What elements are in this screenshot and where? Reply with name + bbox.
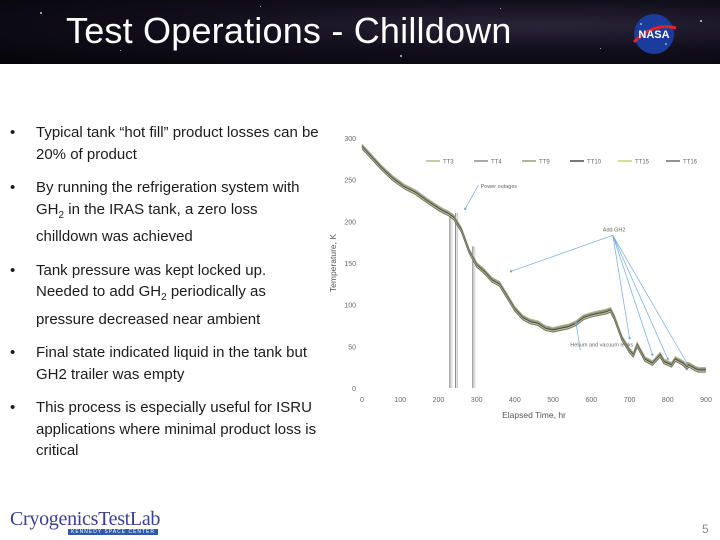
- cryogenics-test-lab-logo: CryogenicsTestLab KENNEDY SPACE CENTER: [10, 508, 180, 538]
- star: [260, 6, 261, 7]
- annotation-arrow: [612, 235, 630, 339]
- y-tick-label: 150: [344, 261, 356, 268]
- x-tick-label: 500: [547, 397, 559, 404]
- series-line-tt3: [361, 143, 706, 368]
- y-tick-label: 0: [352, 386, 356, 393]
- bullet-text: By running the refrigeration system with…: [36, 179, 300, 218]
- annotation-label: Power outages: [480, 184, 517, 190]
- legend-entry: TT9: [539, 160, 550, 166]
- y-axis-label: Temperature, K: [328, 234, 338, 292]
- bullet-text: Final state indicated liquid in the tank…: [36, 344, 308, 383]
- subscript: 2: [58, 209, 65, 221]
- logo-text: CryogenicsTestLab: [10, 508, 161, 530]
- annotation-arrow: [612, 235, 669, 359]
- annotation-arrow: [464, 184, 479, 210]
- bullet-text: periodically as pressure decreased near …: [36, 283, 266, 328]
- bullet-icon: •: [10, 344, 16, 361]
- bullet-item: • Typical tank “hot fill” product losses …: [8, 122, 320, 165]
- legend-entry: TT16: [683, 160, 698, 166]
- x-tick-label: 0: [360, 397, 364, 404]
- y-tick-label: 250: [344, 178, 356, 185]
- legend-entry: TT4: [491, 160, 502, 166]
- bullet-icon: •: [10, 399, 16, 416]
- bullet-item: • Tank pressure was kept locked up. Neede…: [8, 260, 320, 331]
- star: [600, 48, 601, 49]
- series-line-tt15: [361, 147, 706, 372]
- star: [40, 12, 42, 14]
- x-tick-label: 900: [700, 397, 712, 404]
- annotation-arrowhead: [628, 336, 631, 340]
- bullet-icon: •: [10, 261, 16, 279]
- svg-text:NASA: NASA: [638, 29, 669, 41]
- bullet-item: • By running the refrigeration system wit…: [8, 177, 320, 248]
- star: [400, 55, 402, 57]
- x-tick-label: 200: [433, 397, 445, 404]
- legend-entry: TT15: [635, 160, 650, 166]
- x-tick-label: 700: [624, 397, 636, 404]
- series-line-tt4: [361, 144, 706, 369]
- bullet-text: Tank pressure was kept locked up. Needed…: [36, 261, 267, 301]
- y-tick-label: 200: [344, 219, 356, 226]
- series-line-tt9: [361, 145, 706, 370]
- annotation-arrowhead: [685, 361, 689, 365]
- annotation-arrowhead: [666, 357, 669, 361]
- annotation-arrowhead: [574, 321, 578, 325]
- x-axis-label: Elapsed Time, hr: [502, 410, 566, 420]
- nasa-logo: NASA: [632, 14, 677, 54]
- annotation-label: Helium and vacuum leaks: [570, 342, 633, 348]
- x-tick-label: 100: [394, 397, 406, 404]
- annotation-arrowhead: [651, 353, 654, 356]
- legend-entry: TT10: [587, 160, 602, 166]
- x-tick-label: 800: [662, 397, 674, 404]
- annotation-arrow: [510, 235, 613, 272]
- y-tick-label: 300: [344, 136, 356, 143]
- annotation-arrowhead: [464, 207, 467, 211]
- bullet-icon: •: [10, 124, 16, 141]
- annotation-arrow: [575, 322, 581, 351]
- bullet-text: in the IRAS tank, a zero loss chilldown …: [36, 200, 258, 246]
- temperature-chart: 0 50 100 150 200 250 300 0 100 200 300 400 500 600 700…: [328, 136, 712, 420]
- series-line-tt16: [361, 148, 706, 373]
- legend-entry: TT3: [443, 160, 454, 166]
- bullet-icon: •: [10, 179, 16, 196]
- subscript: 2: [161, 292, 167, 303]
- logo-subtext: KENNEDY SPACE CENTER: [68, 529, 158, 535]
- annotation-arrow: [612, 235, 653, 355]
- x-tick-label: 400: [509, 397, 521, 404]
- star: [120, 50, 121, 51]
- x-tick-label: 600: [585, 397, 597, 404]
- slide-header: Test Operations - Chilldown NASA: [0, 0, 720, 64]
- annotation-arrow: [612, 235, 688, 364]
- bullet-list: • Typical tank “hot fill” product losses …: [8, 122, 320, 474]
- slide-title: Test Operations - Chilldown: [66, 10, 512, 51]
- annotation-arrowhead: [509, 270, 513, 273]
- bullet-text: Typical tank “hot fill” product losses c…: [36, 124, 319, 163]
- bullet-item: • This process is especially useful for I…: [8, 397, 320, 462]
- star: [500, 8, 501, 9]
- bullet-text: This process is especially useful for IS…: [36, 399, 317, 459]
- star: [700, 20, 702, 22]
- y-tick-label: 100: [344, 303, 356, 310]
- page-number: 5: [702, 522, 709, 536]
- series-line-tt10: [361, 146, 706, 371]
- bullet-item: • Final state indicated liquid in the tan…: [8, 342, 320, 385]
- y-tick-label: 50: [348, 344, 356, 351]
- x-tick-label: 300: [471, 397, 483, 404]
- annotation-label: Add GH2: [603, 227, 626, 233]
